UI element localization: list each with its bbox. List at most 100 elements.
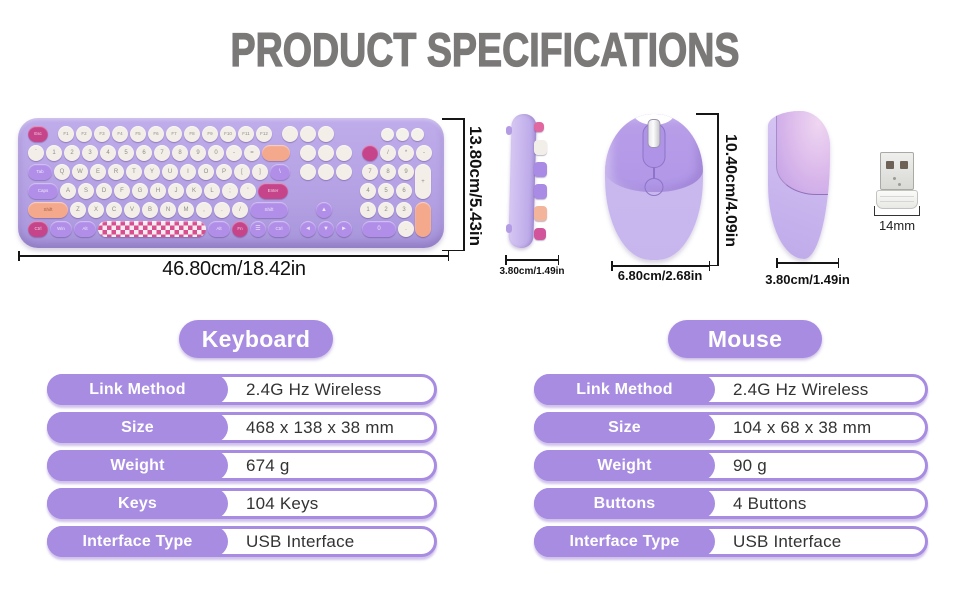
keyboard-key: J — [168, 183, 184, 199]
keyboard-key: F1 — [58, 126, 74, 142]
keyboard-key: A — [60, 183, 76, 199]
keyboard-key: O — [198, 164, 214, 180]
usb-contact-hole — [900, 161, 908, 169]
usb-pin-dot — [898, 183, 901, 186]
spec-row-value: 104 Keys — [246, 493, 319, 513]
keyboard-top-view: Esc F1 F2 F3 F4 F5 F6 F7 F8 F9 F10 F11 F12 ` 1 2 3 4 5 6 7 8 9… — [18, 118, 444, 248]
keyboard-key: [ — [234, 164, 250, 180]
keyboard-key-tall — [415, 202, 431, 237]
keyboard-key: . — [398, 221, 414, 237]
keyboard-key: H — [150, 183, 166, 199]
keyboard-key: N — [160, 202, 176, 218]
keyboard-key: F9 — [202, 126, 218, 142]
key-gap — [354, 172, 360, 173]
keyboard-key — [262, 145, 290, 161]
keyboard-key: 9 — [398, 164, 414, 180]
key-gap — [50, 134, 56, 135]
keyboard-key — [300, 126, 316, 142]
spec-rows: Link Method 2.4G Hz Wireless Size 104 x 68 … — [534, 374, 928, 557]
receiver-size-bracket — [874, 206, 920, 216]
key-gap — [292, 172, 298, 173]
key-gap — [274, 134, 280, 135]
spec-row-value: 90 g — [733, 455, 767, 475]
keyboard-depth-dimension-label: 3.80cm/1.49in — [499, 266, 565, 277]
keyboard-key: F2 — [76, 126, 92, 142]
keyboard-key: Shift — [250, 202, 288, 218]
keyboard-key: Y — [144, 164, 160, 180]
keyboard-key: * — [398, 145, 414, 161]
keyboard-key — [300, 164, 316, 180]
spec-row: Size 104 x 68 x 38 mm — [534, 412, 928, 443]
keyboard-key: X — [88, 202, 104, 218]
mouse-side-view — [768, 111, 830, 259]
keyboard-key: B — [142, 202, 158, 218]
keyboard-side-key — [534, 184, 547, 199]
keyboard-key-row: Tab Q W E R T Y U I O P[] \ 7 8 9 — [28, 164, 434, 180]
spec-row-label: Interface Type — [47, 526, 228, 557]
page-title: PRODUCT SPECIFICATIONS — [230, 23, 740, 76]
usb-receiver — [876, 150, 918, 212]
keyboard-key: / — [232, 202, 248, 218]
receiver-size-label: 14mm — [878, 218, 916, 233]
spec-section-keyboard: Keyboard Link Method 2.4G Hz Wireless Size 4… — [47, 320, 437, 557]
keyboard-key: 3 — [82, 145, 98, 161]
spec-row: Weight 674 g — [47, 450, 437, 481]
keyboard-key: ] — [252, 164, 268, 180]
usb-receiver-base — [876, 190, 918, 209]
keyboard-key: 2 — [378, 202, 394, 218]
keyboard-key — [318, 164, 334, 180]
mouse-top-view — [605, 114, 703, 260]
keyboard-key: T — [126, 164, 142, 180]
keyboard-side-key — [534, 162, 547, 177]
indicator-dot — [381, 127, 394, 141]
keyboard-key: 7 — [154, 145, 170, 161]
mouse-depth-dimension-line — [776, 259, 839, 267]
keyboard-key: R — [108, 164, 124, 180]
mouse-button-seam — [653, 167, 655, 178]
keyboard-key: G — [132, 183, 148, 199]
keyboard-key: 9 — [190, 145, 206, 161]
keyboard-key-tall: + — [415, 164, 431, 199]
keyboard-key: ' — [240, 183, 256, 199]
keyboard-key: 0 — [362, 221, 396, 237]
spec-header-mouse: Mouse — [668, 320, 822, 358]
keyboard-key: 2 — [64, 145, 80, 161]
mouse-scroll-wheel — [647, 119, 661, 148]
keyboard-side-body — [508, 113, 537, 249]
keyboard-key: S — [78, 183, 94, 199]
spec-row: Keys 104 Keys — [47, 488, 437, 519]
keyboard-key: Esc — [28, 126, 48, 142]
spec-row: Link Method 2.4G Hz Wireless — [47, 374, 437, 405]
usb-pin-dot — [893, 177, 896, 180]
keyboard-key: Z — [70, 202, 86, 218]
keyboard-key: ▲ — [316, 202, 332, 218]
keyboard-key: 3 — [396, 202, 412, 218]
mouse-side-top-panel — [776, 111, 830, 195]
keyboard-key — [318, 126, 334, 142]
spec-row-value: 468 x 138 x 38 mm — [246, 417, 394, 437]
mouse-dpi-button — [644, 178, 664, 196]
usb-base-ridge — [880, 201, 914, 202]
indicator-dot — [396, 127, 409, 141]
keyboard-key: L — [204, 183, 220, 199]
keyboard-width-dimension-label: 46.80cm/18.42in — [162, 258, 306, 280]
spec-row-value: USB Interface — [733, 531, 842, 551]
key-gap — [354, 229, 360, 230]
keyboard-key: 1 — [46, 145, 62, 161]
keyboard-key — [336, 145, 352, 161]
keyboard-key: F12 — [256, 126, 272, 142]
keyboard-key: Fn — [232, 221, 248, 237]
spec-row: Buttons 4 Buttons — [534, 488, 928, 519]
spec-row: Weight 90 g — [534, 450, 928, 481]
keyboard-key: ► — [336, 221, 352, 237]
usb-contact-hole — [886, 161, 894, 169]
keyboard-key: Caps — [28, 183, 58, 199]
keyboard-width-dimension-line — [18, 252, 449, 260]
keyboard-foot — [506, 224, 512, 233]
spec-header-keyboard: Keyboard — [179, 320, 333, 358]
keyboard-key: F5 — [130, 126, 146, 142]
keyboard-key: E — [90, 164, 106, 180]
keyboard-key — [318, 145, 334, 161]
keyboard-depth-dimension-line — [505, 256, 559, 264]
keyboard-key: F11 — [238, 126, 254, 142]
